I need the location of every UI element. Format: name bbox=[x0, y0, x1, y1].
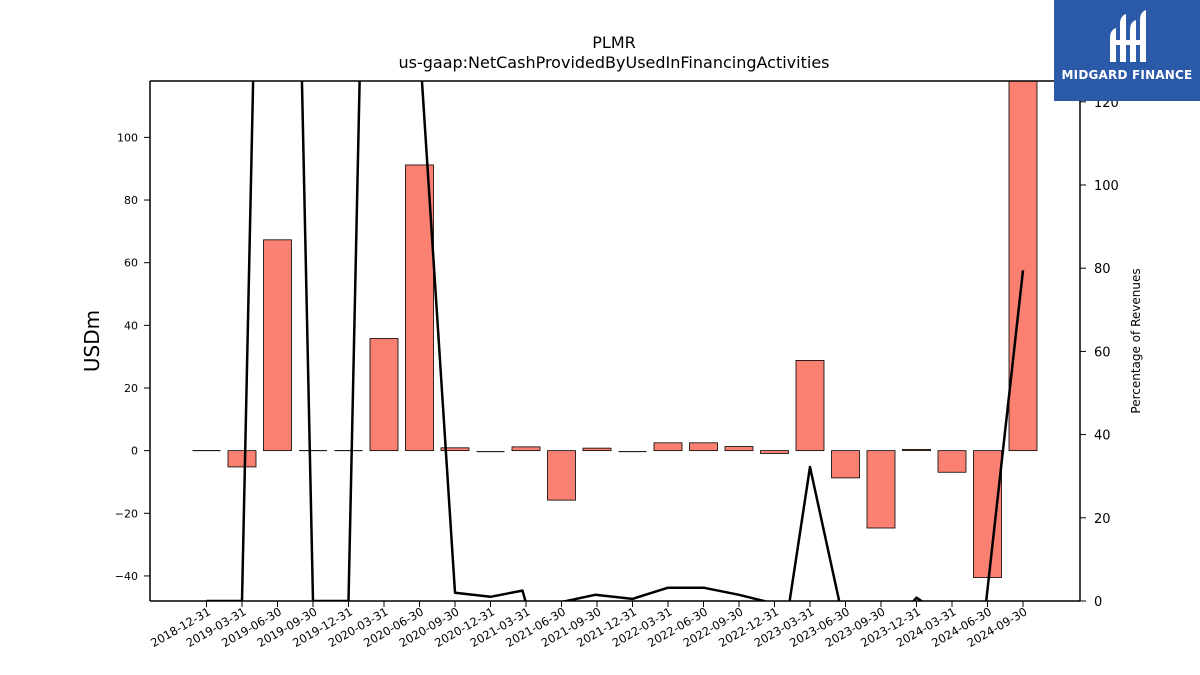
bar bbox=[973, 450, 1002, 578]
y-tick-label: −40 bbox=[115, 570, 138, 583]
y2-tick-label: 0 bbox=[1094, 595, 1102, 610]
bar bbox=[511, 446, 541, 452]
bar bbox=[263, 239, 292, 452]
y-tick-label: 40 bbox=[124, 319, 138, 332]
chart-subtitle: us-gaap:NetCashProvidedByUsedInFinancing… bbox=[398, 53, 829, 72]
line-series-layer bbox=[206, 81, 1025, 601]
bar bbox=[547, 450, 576, 501]
y-tick-label: 100 bbox=[117, 131, 138, 144]
y2-tick-label: 40 bbox=[1094, 429, 1111, 444]
bar bbox=[440, 447, 470, 452]
bar bbox=[937, 450, 967, 473]
y-ticks: −40 −20 0 20 40 60 80 100 bbox=[115, 131, 150, 583]
bar bbox=[902, 448, 931, 452]
brand-logo: MIDGARD FINANCE bbox=[1054, 0, 1200, 101]
bar bbox=[866, 450, 896, 529]
bars bbox=[192, 81, 1038, 578]
bar bbox=[369, 338, 399, 452]
bar bbox=[760, 450, 789, 454]
y2-tick-label: 80 bbox=[1094, 262, 1111, 277]
bar bbox=[227, 450, 257, 468]
y-tick-label: 20 bbox=[124, 382, 138, 395]
bar bbox=[405, 164, 434, 452]
y2-tick-label: 100 bbox=[1094, 179, 1119, 194]
y-tick-label: 0 bbox=[131, 445, 138, 458]
x-ticks: 2018-12-312019-03-312019-06-302019-09-30… bbox=[148, 601, 1030, 650]
bar bbox=[795, 360, 825, 452]
y2-tick-label: 60 bbox=[1094, 345, 1111, 360]
y2-tick-label: 20 bbox=[1094, 512, 1111, 527]
bar bbox=[1008, 81, 1038, 452]
y-tick-label: 60 bbox=[124, 257, 138, 270]
y-axis-label: USDm bbox=[80, 310, 104, 372]
bar bbox=[582, 447, 612, 452]
brand-name: MIDGARD FINANCE bbox=[1061, 68, 1193, 82]
y2-axis-label: Percentage of Revenues bbox=[1129, 268, 1143, 413]
brand-mark-icon bbox=[1110, 10, 1146, 62]
bar bbox=[831, 450, 860, 479]
axes bbox=[149, 80, 1081, 602]
bar bbox=[689, 442, 718, 452]
percentage-line bbox=[206, 81, 1025, 601]
chart-title: PLMR bbox=[592, 33, 635, 52]
bar bbox=[653, 442, 683, 452]
y-tick-label: 80 bbox=[124, 194, 138, 207]
y-tick-label: −20 bbox=[115, 507, 138, 520]
bar bbox=[724, 446, 754, 452]
